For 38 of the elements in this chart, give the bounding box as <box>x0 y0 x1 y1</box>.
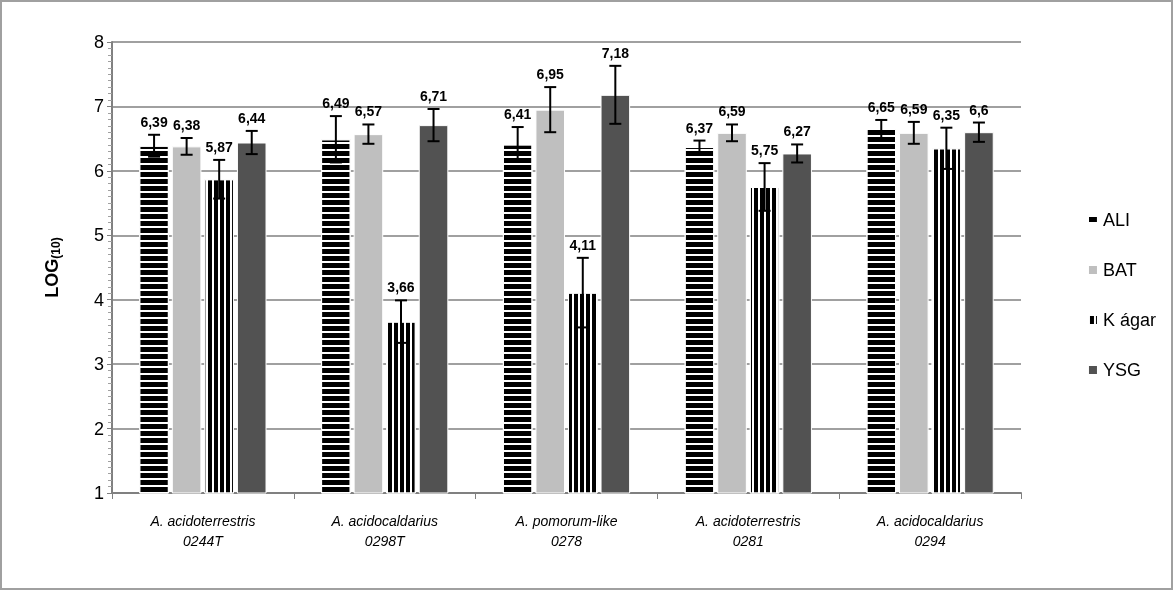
data-label: 6,39 <box>140 113 168 130</box>
data-label: 6,38 <box>173 117 201 133</box>
legend-label: ALI <box>1102 210 1130 230</box>
data-label: 6,27 <box>783 123 811 140</box>
x-tick-label: A. acidocaldarius 0298T <box>330 513 439 549</box>
y-tick-label: 8 <box>93 32 104 52</box>
y-tick-label: 7 <box>93 96 104 117</box>
y-tick-label: 5 <box>93 225 104 246</box>
data-label: 6,71 <box>419 88 448 105</box>
y-tick-label: 3 <box>93 354 104 375</box>
data-label: 5,87 <box>205 138 234 155</box>
y-tick-label: 1 <box>93 483 104 503</box>
x-tick-label: A. acidoterrestris 0244T <box>149 513 256 549</box>
data-label: 6,65 <box>867 98 896 115</box>
data-label: 6,49 <box>322 95 350 112</box>
y-tick-label: 2 <box>93 418 104 439</box>
data-label: 6,41 <box>504 106 532 123</box>
data-label: 6,57 <box>354 103 383 120</box>
legend-label: K ágar <box>1102 310 1157 330</box>
data-label: 6,59 <box>718 103 746 120</box>
data-label: 7,18 <box>601 44 630 61</box>
y-axis-title: LOG(10) <box>42 237 63 298</box>
x-tick-label: A. acidoterrestris 0281 <box>694 513 801 549</box>
legend-label: BAT <box>1102 260 1137 280</box>
y-tick-label: 6 <box>93 160 104 181</box>
data-label: 6,95 <box>536 66 565 83</box>
data-label: 5,75 <box>750 142 779 159</box>
y-tick-label: 4 <box>93 289 104 310</box>
data-label: 3,66 <box>387 279 415 296</box>
data-label: 6,6 <box>969 101 989 118</box>
x-tick-label: A. pomorum-like 0278 <box>514 513 618 549</box>
data-label: 6,35 <box>932 106 961 123</box>
x-tick-label: A. acidocaldarius 0294 <box>875 513 984 549</box>
data-label: 4,11 <box>569 236 597 253</box>
legend-label: YSG <box>1102 360 1141 380</box>
data-label: 6,44 <box>238 109 266 126</box>
data-label: 6,37 <box>685 119 714 136</box>
data-label: 6,59 <box>900 100 928 117</box>
